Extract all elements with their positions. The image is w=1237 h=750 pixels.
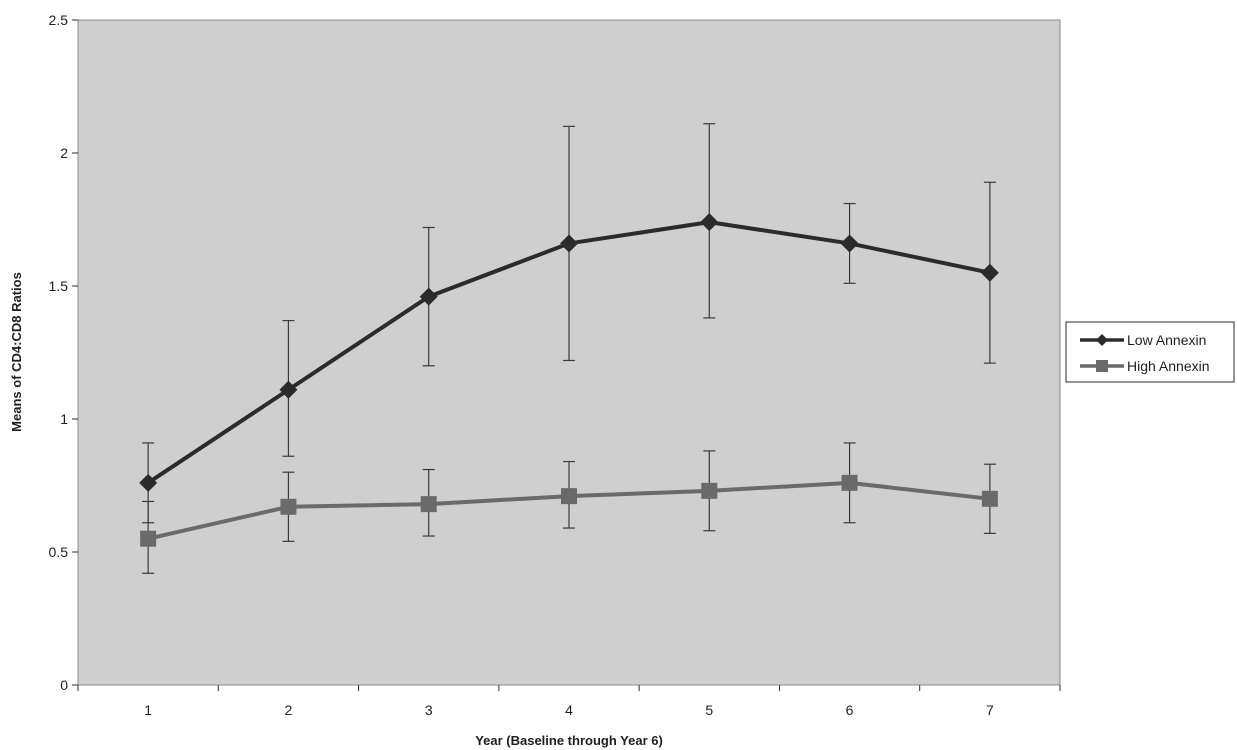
y-tick-label: 2 bbox=[60, 145, 68, 161]
series-layer bbox=[139, 123, 999, 574]
data-point-low-annexin bbox=[139, 473, 158, 492]
x-tick-label: 4 bbox=[565, 702, 573, 718]
legend-marker-diamond-icon bbox=[1096, 334, 1108, 346]
x-tick-label: 5 bbox=[705, 702, 713, 718]
x-tick-label: 2 bbox=[285, 702, 293, 718]
series-high-annexin bbox=[140, 442, 998, 574]
data-point-high-annexin bbox=[701, 482, 718, 499]
y-tick-label: 0.5 bbox=[49, 544, 69, 560]
data-point-high-annexin bbox=[140, 530, 157, 547]
data-point-high-annexin bbox=[981, 490, 998, 507]
data-point-low-annexin bbox=[560, 234, 578, 253]
legend-label-high-annexin: High Annexin bbox=[1127, 358, 1210, 374]
x-tick-label: 6 bbox=[846, 702, 854, 718]
data-point-low-annexin bbox=[840, 234, 859, 253]
legend-label-low-annexin: Low Annexin bbox=[1127, 332, 1206, 348]
data-point-low-annexin bbox=[700, 213, 719, 232]
data-point-low-annexin bbox=[279, 380, 298, 399]
legend-marker-square-icon bbox=[1096, 360, 1108, 372]
x-tick-label: 3 bbox=[425, 702, 433, 718]
legend: Low Annexin High Annexin bbox=[1065, 321, 1235, 383]
data-point-high-annexin bbox=[841, 474, 858, 491]
x-axis: 1 2 3 4 5 6 7 bbox=[77, 685, 1061, 718]
y-tick-label: 1.5 bbox=[49, 278, 69, 294]
legend-item-low-annexin: Low Annexin bbox=[1080, 332, 1206, 348]
legend-item-high-annexin: High Annexin bbox=[1080, 358, 1210, 374]
y-tick-label: 0 bbox=[60, 677, 68, 693]
x-tick-label: 1 bbox=[144, 702, 152, 718]
data-point-low-annexin bbox=[980, 263, 999, 282]
y-axis-title: Means of CD4:CD8 Ratios bbox=[9, 272, 24, 432]
y-tick-label: 1 bbox=[60, 411, 68, 427]
data-point-high-annexin bbox=[561, 488, 577, 505]
data-point-low-annexin bbox=[419, 287, 438, 306]
legend-box bbox=[1065, 321, 1235, 383]
x-tick-label: 7 bbox=[986, 702, 994, 718]
x-axis-title: Year (Baseline through Year 6) bbox=[475, 733, 663, 748]
data-point-high-annexin bbox=[280, 498, 297, 515]
series-low-annexin bbox=[139, 123, 999, 524]
y-tick-label: 2.5 bbox=[49, 12, 69, 28]
data-point-high-annexin bbox=[420, 496, 437, 513]
y-axis: 0 0.5 1 1.5 2 2.5 bbox=[49, 12, 78, 693]
